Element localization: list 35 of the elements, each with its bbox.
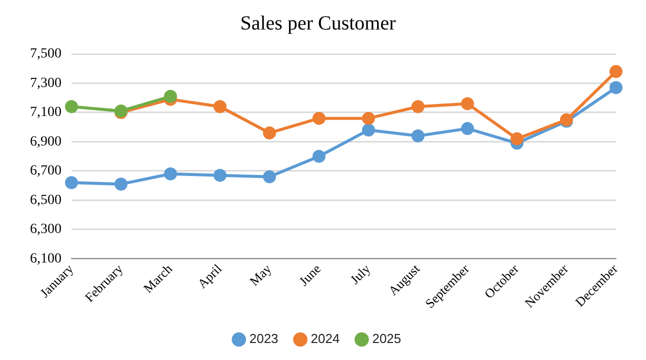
point [461, 122, 474, 136]
y-tick-label: 6,700 [30, 164, 62, 179]
point [312, 150, 326, 163]
point [214, 168, 226, 182]
point [412, 129, 424, 142]
point [65, 100, 78, 114]
x-tick-label: June [296, 260, 324, 289]
y-tick-label: 6,500 [30, 192, 62, 208]
point [312, 112, 326, 125]
y-tick-label: 6,300 [30, 222, 62, 238]
point [164, 90, 177, 103]
x-tick-label: May [246, 260, 274, 289]
point [412, 100, 424, 114]
point [263, 170, 276, 184]
legend-label: 2023 [249, 331, 278, 346]
point [362, 112, 375, 125]
y-tick-label: 7,100 [30, 105, 62, 120]
point [610, 65, 622, 78]
y-tick-label: 6,100 [30, 251, 62, 266]
legend-label: 2024 [310, 331, 340, 346]
legend-label: 2025 [372, 331, 402, 346]
point [510, 132, 524, 146]
point [164, 167, 177, 180]
point [461, 97, 474, 110]
y-tick-label: 6,900 [30, 134, 62, 150]
y-tick-label: 7,500 [30, 46, 62, 62]
y-tick-label: 7,300 [30, 76, 62, 91]
chart-title: Sales per Customer [240, 12, 396, 34]
point [214, 100, 226, 114]
point [65, 176, 78, 190]
point [114, 178, 128, 191]
point [263, 126, 276, 140]
point [610, 81, 622, 94]
point [362, 124, 375, 137]
x-tick-label: July [347, 260, 374, 288]
